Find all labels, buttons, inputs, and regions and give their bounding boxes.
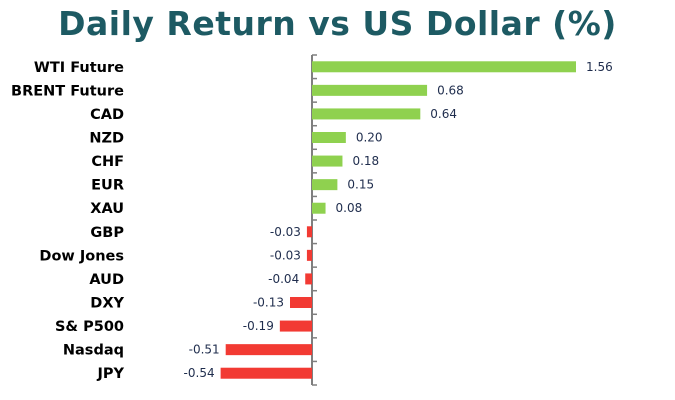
bar (312, 84, 428, 96)
bar (312, 61, 576, 73)
data-label: -0.03 (270, 248, 301, 262)
data-label: 1.56 (586, 60, 613, 74)
category-label: NZD (89, 131, 124, 147)
data-label: 0.18 (352, 154, 379, 168)
data-label: -0.03 (270, 225, 301, 239)
bar (279, 320, 312, 332)
bar (312, 155, 343, 167)
category-label: CAD (90, 107, 124, 123)
data-label: -0.04 (268, 272, 299, 286)
category-label: Nasdaq (63, 343, 124, 359)
category-label: DXY (90, 296, 124, 312)
category-label: BRENT Future (11, 83, 124, 99)
chart-title: Daily Return vs US Dollar (%) (58, 4, 617, 43)
bar (306, 249, 312, 261)
data-label: -0.19 (243, 319, 274, 333)
data-label: 0.08 (336, 201, 363, 215)
data-label: -0.13 (253, 296, 284, 310)
bar (312, 132, 346, 143)
bar (306, 226, 312, 238)
category-label: S& P500 (55, 319, 124, 335)
data-label: 0.68 (437, 83, 464, 97)
data-label: 0.64 (430, 107, 457, 121)
category-label: XAU (90, 201, 124, 217)
bar (312, 202, 326, 214)
category-label: WTI Future (34, 60, 124, 76)
bar (312, 108, 421, 120)
bar (225, 344, 312, 356)
category-label: EUR (91, 178, 124, 194)
category-label: GBP (90, 225, 124, 241)
category-label: Dow Jones (39, 248, 124, 264)
data-label: 0.15 (347, 178, 374, 192)
bar (305, 273, 312, 285)
data-label: -0.51 (189, 343, 220, 357)
data-label: -0.54 (184, 366, 215, 380)
bar (220, 367, 312, 379)
data-label: 0.20 (356, 131, 383, 145)
category-label: AUD (89, 272, 124, 288)
category-label: CHF (91, 154, 124, 170)
category-label: JPY (96, 366, 124, 382)
bar (290, 297, 312, 308)
bar (312, 179, 338, 191)
